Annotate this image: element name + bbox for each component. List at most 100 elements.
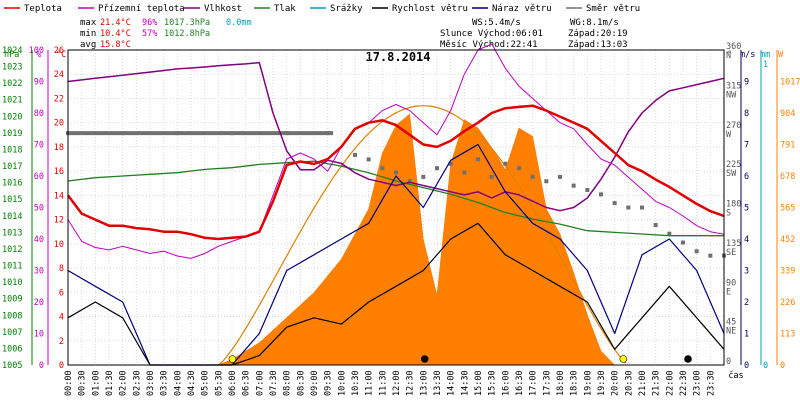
stat-sun-set: Západ:20:19 <box>568 29 628 39</box>
unit-radiation: W <box>778 50 784 60</box>
temperature-tick-label: 26 <box>54 46 64 56</box>
wind-tick-label: 0 <box>744 361 749 371</box>
pressure-tick-label: 1020 <box>2 112 22 122</box>
pressure-tick-label: 1006 <box>2 344 22 354</box>
x-tick-label: 00:00 <box>64 370 74 396</box>
x-tick-label: 19:30 <box>597 370 607 396</box>
direction-tick-label: 45 <box>726 318 736 328</box>
pressure-tick-label: 1011 <box>2 262 22 272</box>
direction-compass-label: W <box>726 130 732 140</box>
legend-tlak: Tlak <box>274 4 296 14</box>
wind-direction-point <box>407 179 412 184</box>
direction-compass-label: S <box>726 209 731 219</box>
unit-temperature: °C <box>56 50 66 60</box>
wind-tick-label: 9 <box>744 78 749 88</box>
direction-tick-label: 180 <box>726 200 741 210</box>
unit-pressure: hPa <box>4 50 19 60</box>
x-tick-label: 22:00 <box>665 370 675 396</box>
x-tick-label: 02:00 <box>119 370 129 396</box>
wind-direction-point <box>476 157 480 162</box>
humidity-tick-label: 10 <box>34 330 44 340</box>
wind-direction-point <box>462 170 467 175</box>
pressure-tick-label: 1018 <box>2 145 22 155</box>
x-tick-label: 21:30 <box>652 370 662 396</box>
wind-tick-label: 2 <box>744 298 749 308</box>
radiation-layer <box>217 105 627 366</box>
stat-max-hum: 96% <box>142 18 157 28</box>
direction-compass-label: E <box>726 287 731 297</box>
x-tick-label: 07:00 <box>255 370 265 396</box>
sunset-marker <box>619 355 628 363</box>
x-tick-label: 09:30 <box>324 370 334 396</box>
direction-tick-label: 225 <box>726 160 741 170</box>
humidity-tick-label: 90 <box>34 78 44 88</box>
temperature-line <box>67 104 725 241</box>
x-tick-label: 00:30 <box>78 370 88 396</box>
humidity-tick-label: 40 <box>34 235 44 245</box>
x-tick-label: 11:00 <box>365 370 375 396</box>
x-tick-label: 10:00 <box>337 370 347 396</box>
direction-compass-label: SE <box>726 248 736 258</box>
ground-temperature-line <box>67 43 725 259</box>
x-tick-label: 23:00 <box>693 370 703 396</box>
direction-tick-label: 360 <box>726 42 741 52</box>
direction-tick-label: 90 <box>726 278 736 288</box>
radiation-area <box>218 113 616 366</box>
unit-humidity: % <box>36 50 41 60</box>
unit-direction: ° <box>727 50 732 60</box>
radiation-tick-label: 452 <box>780 235 795 245</box>
direction-tick-label: 135 <box>726 239 741 249</box>
stat-avg-temp: 15.8°C <box>100 40 131 50</box>
x-tick-label: 01:30 <box>105 370 115 396</box>
wind-direction-point <box>366 157 371 162</box>
wind-direction-point <box>353 153 357 157</box>
stat-avg-label: avg <box>80 40 96 50</box>
x-tick-label: 12:30 <box>406 370 416 396</box>
stat-min-label: min <box>80 29 96 39</box>
x-tick-label: 08:30 <box>296 370 306 396</box>
radiation-tick-label: 565 <box>780 204 795 214</box>
stat-wg: WG:8.1m/s <box>570 18 619 28</box>
wind-direction-point <box>544 179 549 184</box>
x-tick-label: 13:00 <box>419 370 429 396</box>
humidity-tick-label: 100 <box>29 46 44 56</box>
x-tick-label: 10:30 <box>351 370 361 396</box>
pressure-tick-label: 1016 <box>2 179 22 189</box>
wind-direction-point <box>394 170 398 175</box>
stat-min-temp: 10.4°C <box>100 29 131 39</box>
stat-max-temp: 21.4°C <box>100 18 131 28</box>
sunrise-marker <box>228 355 237 363</box>
humidity-tick-label: 70 <box>34 141 44 151</box>
moonrise-marker <box>684 355 692 363</box>
wind-tick-label: 6 <box>744 172 749 182</box>
x-tick-label: 03:30 <box>160 370 170 396</box>
pressure-tick-label: 1019 <box>2 129 22 139</box>
x-tick-label: 05:30 <box>214 370 224 396</box>
unit-rain: mm <box>760 50 770 60</box>
wind-direction-point <box>517 166 521 171</box>
x-tick-label: 04:30 <box>187 370 197 396</box>
chart-title: 17.8.2014 <box>365 50 430 64</box>
wind-direction-point <box>708 253 713 258</box>
x-tick-label: 05:00 <box>201 370 211 396</box>
radiation-tick-label: 0 <box>780 361 785 371</box>
temperature-tick-label: 0 <box>59 361 64 371</box>
x-tick-label: 17:00 <box>529 370 539 396</box>
x-tick-label: 17:30 <box>542 370 552 396</box>
x-tick-label: 23:30 <box>706 370 716 396</box>
rain-tick-label: 1 <box>763 60 768 70</box>
moonset-marker <box>420 355 429 363</box>
wind-tick-label: 7 <box>744 141 749 151</box>
temperature-tick-label: 12 <box>54 216 64 226</box>
direction-compass-label: N <box>726 51 731 61</box>
wind-tick-label: 8 <box>744 109 749 119</box>
wind-direction-point <box>640 205 644 210</box>
temperature-tick-label: 6 <box>59 288 64 298</box>
wind-direction-point <box>448 161 453 166</box>
pressure-tick-label: 1024 <box>2 46 22 56</box>
pressure-tick-label: 1007 <box>2 328 22 338</box>
axes-layer: 00:00 00:30 01:00 01:30 02:00 02:30 03:00 03:30… <box>2 42 800 396</box>
temperature-tick-label: 14 <box>54 191 64 201</box>
